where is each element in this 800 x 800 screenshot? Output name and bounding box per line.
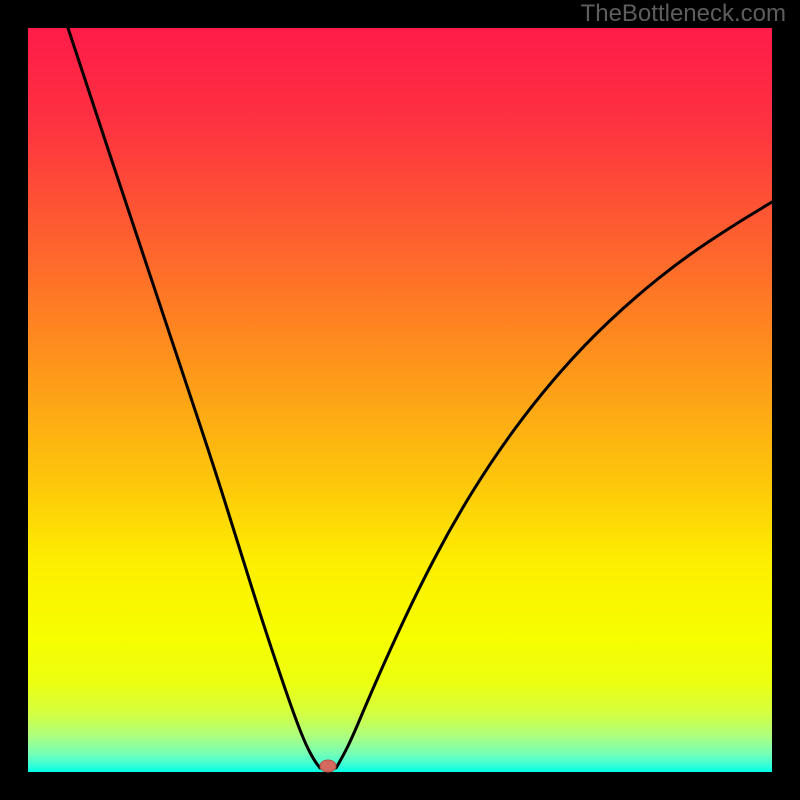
chart-container: TheBottleneck.com [0,0,800,800]
watermark-text: TheBottleneck.com [581,0,786,28]
plot-area [28,28,772,772]
